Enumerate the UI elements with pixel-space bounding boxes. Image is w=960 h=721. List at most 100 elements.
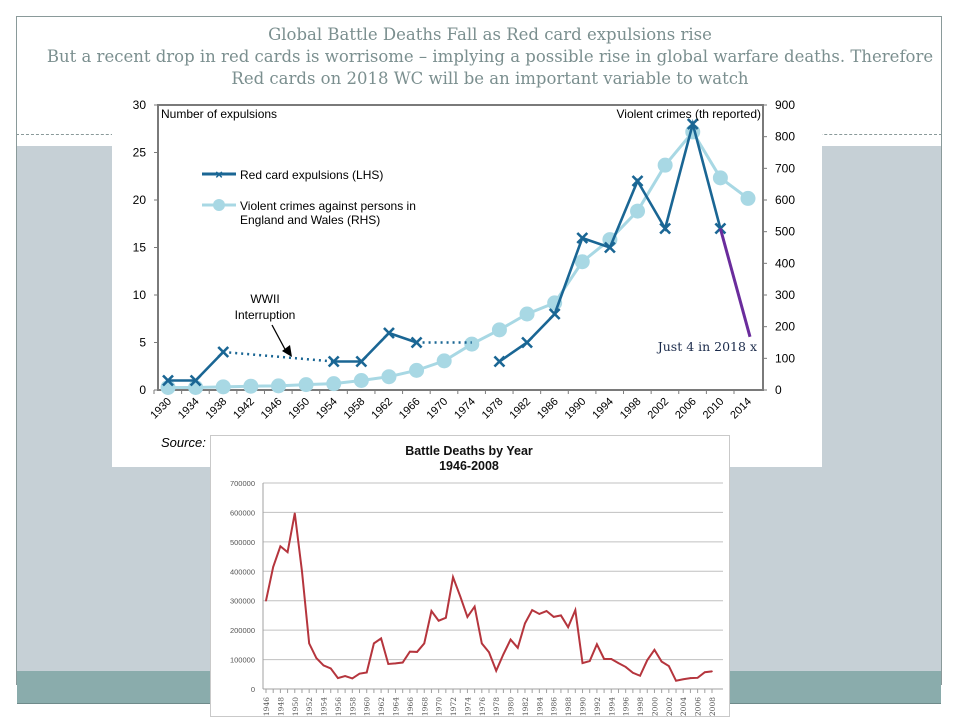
y-axis-tick-label: 400000 (230, 567, 255, 576)
crime-series-point (436, 353, 452, 369)
battle-deaths-point (545, 610, 548, 612)
x-axis-tick-label: 2006 (694, 697, 703, 716)
battle-deaths-point (301, 570, 303, 573)
battle-deaths-point (473, 605, 476, 608)
y-axis-tick-label: 100000 (230, 656, 255, 665)
x-axis-tick-label: 1978 (480, 396, 506, 422)
x-marker-stroke (686, 118, 699, 130)
x-marker-stroke (217, 346, 230, 358)
x-marker-stroke (548, 308, 561, 320)
left-axis-tick-label: 10 (133, 288, 147, 302)
crime-series-point (630, 203, 646, 219)
battle-deaths-point (445, 616, 447, 619)
battle-deaths-point (394, 662, 397, 665)
x-axis-tick-label: 1968 (420, 697, 429, 716)
battle-deaths-point (560, 614, 562, 617)
x-axis-tick-label: 1988 (564, 697, 573, 716)
x-axis-tick-label: 1954 (320, 697, 329, 716)
battle-deaths-point (596, 643, 598, 646)
crime-series-point (215, 379, 231, 395)
battle-deaths-point (344, 675, 346, 677)
battle-deaths-point (380, 637, 382, 640)
x-axis-tick-label: 1998 (636, 697, 645, 716)
right-axis-tick-label: 600 (775, 193, 795, 207)
x-axis-tick-label: 1994 (590, 396, 616, 422)
battle-deaths-point (265, 599, 267, 602)
x-axis-tick-label: 1980 (507, 697, 516, 716)
battle-deaths-point (272, 566, 274, 568)
battle-deaths-point (502, 653, 505, 656)
battle-deaths-point (329, 667, 332, 670)
battle-deaths-point (711, 670, 713, 673)
red-card-series-point (217, 346, 230, 358)
crime-series-point (574, 254, 590, 270)
battle-deaths-point (610, 658, 613, 660)
battle-deaths-point (675, 679, 677, 682)
battle-deaths-point (624, 666, 627, 668)
red-card-series-line (168, 351, 225, 382)
red-card-series-point (189, 374, 202, 387)
battle-deaths-point (358, 672, 361, 675)
x-marker-stroke (327, 355, 340, 368)
red-cards-vs-crimes-chart: 0510152025300100200300400500600700800900… (133, 98, 796, 450)
battle-deaths-point (373, 642, 375, 645)
x-axis-tick-label: 1962 (369, 396, 395, 422)
x-axis-tick-label: 2000 (650, 697, 659, 716)
crime-series-point (409, 362, 425, 378)
battle-deaths-point (409, 650, 411, 653)
legend-crime-marker (213, 199, 225, 211)
crime-series-point (464, 336, 480, 352)
y-axis-tick-label: 300000 (230, 597, 255, 606)
red-card-series-point (659, 222, 672, 235)
left-axis-tick-label: 0 (139, 383, 146, 397)
red-card-series-point (410, 336, 423, 349)
x-axis-tick-label: 2004 (679, 697, 688, 716)
left-axis-title: Number of expulsions (161, 107, 277, 121)
x-axis-tick-label: 1982 (507, 396, 533, 422)
x-axis-tick-label: 1964 (391, 697, 400, 716)
battle-deaths-point (459, 595, 462, 598)
right-axis-tick-label: 300 (775, 288, 795, 302)
battle-deaths-line (265, 513, 713, 682)
x-axis-tick-label: 1984 (535, 697, 544, 716)
battle-deaths-point (279, 545, 282, 548)
lower-chart-panel: Battle Deaths by Year 1946-2008 0 100000 2… (210, 435, 730, 717)
battle-deaths-point (653, 649, 656, 651)
battle-deaths-point (567, 626, 569, 628)
legend-crime-label-2: England and Wales (RHS) (240, 213, 380, 227)
x-axis-tick-label: 2002 (665, 697, 674, 716)
x-axis-tick-label: 1934 (176, 396, 202, 422)
battle-deaths-point (552, 616, 555, 618)
title-line-3: Red cards on 2018 WC will be an importan… (231, 69, 749, 88)
x-marker-stroke (162, 374, 174, 387)
battle-deaths-point (682, 678, 685, 681)
x-marker-stroke (493, 355, 506, 368)
x-axis-tick-label: 2014 (728, 396, 754, 422)
battle-deaths-point (401, 661, 404, 664)
x-axis-tick-label: 1982 (521, 697, 530, 716)
x-axis-tick-label: 1960 (363, 697, 372, 716)
red-card-series-point (327, 355, 340, 368)
battle-deaths-point (430, 610, 433, 612)
red-card-series-point (355, 355, 368, 368)
x-marker-stroke (603, 241, 616, 254)
x-axis-tick-label: 1976 (478, 697, 487, 716)
crime-series-point (298, 377, 314, 393)
x-axis-tick-label: 1994 (607, 697, 616, 716)
battle-deaths-point (488, 651, 490, 654)
x-axis-tick-label: 1992 (593, 697, 602, 716)
x-axis-tick-label: 1962 (377, 697, 386, 716)
y-axis-tick-label: 700000 (230, 479, 255, 488)
red-card-series-point (162, 374, 174, 387)
crime-series-line (168, 129, 749, 389)
interruption-dotted-line (223, 350, 334, 363)
x-axis-tick-label: 1978 (492, 697, 501, 716)
x-axis-tick-label: 1938 (204, 396, 230, 422)
x-axis-tick-label: 1958 (342, 396, 368, 422)
battle-deaths-point (509, 638, 512, 641)
x-axis-tick-label: 1950 (286, 396, 312, 422)
wwii-arrow (271, 324, 288, 354)
legend-red-card-marker: × (215, 167, 223, 182)
battle-deaths-point (581, 662, 584, 664)
wwii-arrowhead (282, 345, 292, 357)
